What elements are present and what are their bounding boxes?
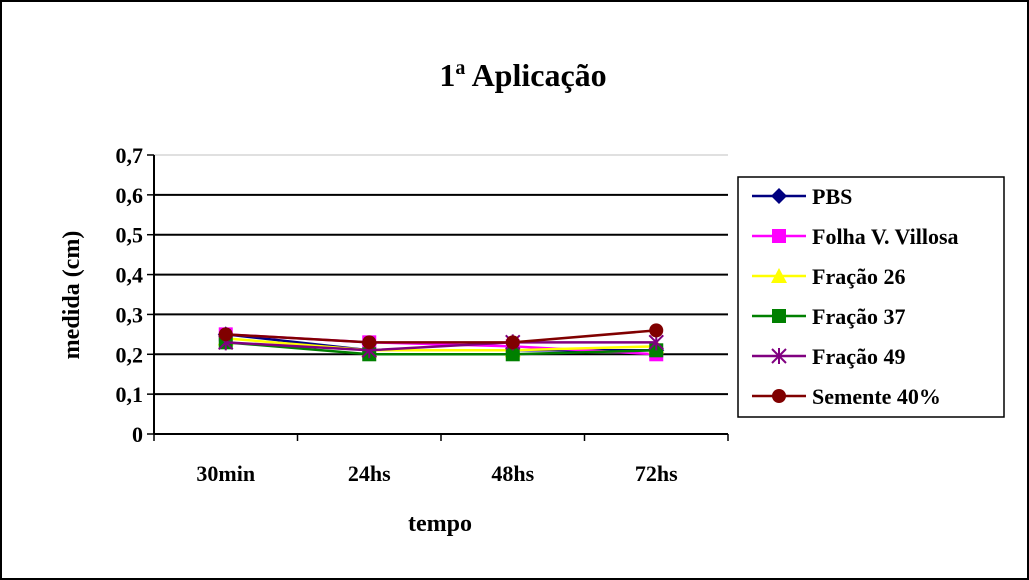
y-tick-label: 0,5 [116, 223, 144, 248]
legend-item: Semente 40% [752, 384, 941, 409]
x-tick-label: 30min [196, 461, 255, 486]
legend: PBS Folha V. Villosa Fração 26 Fração 37 Fra… [737, 176, 1005, 418]
legend-item: Fração 37 [752, 304, 905, 329]
legend-marker [771, 188, 787, 204]
series-5 [218, 323, 664, 350]
legend-label: Fração 49 [812, 344, 905, 369]
chart-title-superscript: a [455, 57, 465, 79]
series-line [225, 341, 657, 356]
legend-item: Fração 49 [752, 344, 905, 369]
data-point [649, 323, 664, 338]
series [217, 323, 665, 362]
y-tick-label: 0,3 [116, 302, 144, 327]
legend-item: PBS [752, 184, 852, 209]
y-tick-label: 0,2 [116, 342, 144, 367]
y-tick-label: 0 [132, 422, 143, 447]
legend-item: Folha V. Villosa [752, 224, 959, 249]
gridlines [154, 154, 728, 396]
legend-label: Semente 40% [812, 384, 941, 409]
data-point [505, 347, 520, 362]
chart-title-main: 1 [439, 57, 455, 93]
x-tick-label: 48hs [491, 461, 534, 486]
legend-marker [771, 268, 787, 283]
legend-label: Fração 37 [812, 304, 905, 329]
chart-title: 1a Aplicação [439, 57, 606, 93]
y-tick-label: 0,7 [116, 143, 144, 168]
data-point [218, 327, 233, 342]
legend-item: Fração 26 [752, 264, 905, 289]
x-axis-label: tempo [408, 511, 472, 537]
legend-label: Folha V. Villosa [812, 224, 959, 249]
y-tick-label: 0,6 [116, 183, 144, 208]
legend-box [737, 176, 1005, 418]
axes [147, 154, 729, 441]
y-tick-label: 0,1 [116, 382, 144, 407]
series-line [225, 337, 657, 352]
chart-title-rest: Aplicação [465, 57, 606, 93]
legend-marker [772, 229, 786, 243]
series-line [225, 341, 657, 352]
x-tick-label: 24hs [348, 461, 391, 486]
data-point [362, 335, 377, 350]
legend-label: PBS [812, 184, 852, 209]
tick-labels: 0 0,1 0,2 0,3 0,4 0,5 0,6 0,7 30min 24hs 48hs 72hs [116, 143, 679, 486]
x-tick-label: 72hs [635, 461, 678, 486]
y-axis-label: medida (cm) [59, 231, 85, 360]
data-point [505, 335, 520, 350]
series-line [225, 329, 657, 344]
legend-marker [771, 348, 787, 364]
legend-label: Fração 26 [812, 264, 905, 289]
y-tick-label: 0,4 [116, 263, 144, 288]
legend-marker [772, 309, 786, 323]
legend-marker [772, 389, 786, 403]
